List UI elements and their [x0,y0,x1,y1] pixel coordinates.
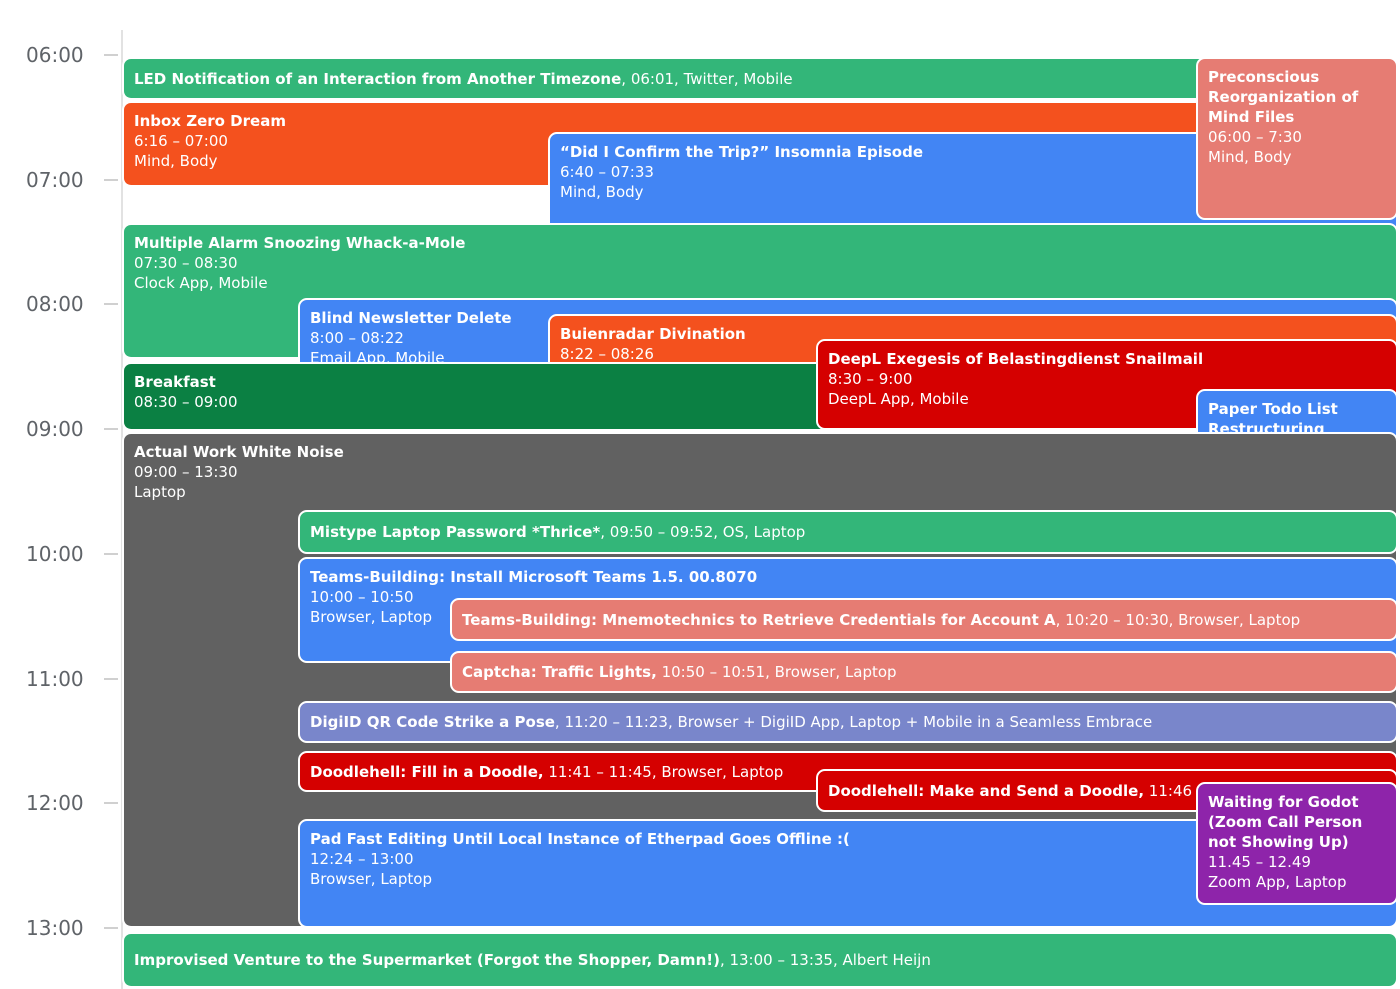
event-title: Inbox Zero Dream [134,112,286,130]
hour-label: 12:00 [26,791,84,816]
event-line: LED Notification of an Interaction from … [134,69,793,89]
event-title: Mistype Laptop Password *Thrice* [310,523,601,541]
event-title: “Did I Confirm the Trip?” Insomnia Episo… [560,143,924,161]
event-title: Multiple Alarm Snoozing Whack-a-Mole [134,234,466,252]
event-details: , 06:01, Twitter, Mobile [621,69,793,88]
event-tags: Clock App, Mobile [134,274,268,292]
hour-label: 13:00 [26,915,84,940]
event-title: Preconscious Reorganization of Mind File… [1208,68,1359,126]
hour-tick [104,428,118,431]
event-time: 12:24 – 13:00 [310,850,414,868]
event-line: Captcha: Traffic Lights, 10:50 – 10:51, … [462,662,897,682]
hour-tick [104,926,118,929]
event-line: Teams-Building: Mnemotechnics to Retriev… [462,610,1300,630]
hour-label: 06:00 [26,43,84,67]
event-title: Teams-Building: Mnemotechnics to Retriev… [462,610,1056,629]
event-details: , 11:20 – 11:23, Browser + DigiID App, L… [554,713,1153,731]
event-tags: Zoom App, Laptop [1208,873,1347,891]
event-title: LED Notification of an Interaction from … [134,69,622,88]
event-title: Doodlehell: Make and Send a Doodle, [828,781,1145,800]
event-tags: Browser, Laptop [310,608,432,626]
event-title: Captcha: Traffic Lights, [462,663,657,681]
event-line: Doodlehell: Fill in a Doodle, 11:41 – 11… [310,762,783,782]
hour-tick [104,54,118,56]
event-tags: Mind, Body [134,152,218,170]
hour-label: 09:00 [26,417,84,442]
event-details: 11:41 – 11:45, Browser, Laptop [543,762,784,781]
event-block: Teams-Building: Mnemotechnics to Retriev… [450,598,1398,641]
event-block: Captcha: Traffic Lights, 10:50 – 10:51, … [450,651,1398,693]
hour-label: 11:00 [26,666,84,691]
event-block: Preconscious Reorganization of Mind File… [1196,57,1398,220]
event-time: 07:30 – 08:30 [134,254,238,272]
event-tags: Laptop [134,483,186,501]
event-details: , 13:00 – 13:35, Albert Heijn [719,951,931,969]
event-title: Teams-Building: Install Microsoft Teams … [310,568,758,586]
event-title: Pad Fast Editing Until Local Instance of… [310,830,850,848]
event-time: 11.45 – 12.49 [1208,853,1311,871]
hour-tick [104,802,118,805]
event-block: Improvised Venture to the Supermarket (F… [122,932,1398,988]
hour-tick [104,552,118,555]
event-tags: Mind, Body [560,183,644,201]
hour-label: 10:00 [26,541,84,566]
event-title: Actual Work White Noise [134,443,344,461]
event-time: 8:00 – 08:22 [310,329,404,347]
hour-label: 07:00 [26,167,84,192]
event-title: Buienradar Divination [560,325,746,343]
event-title: Improvised Venture to the Supermarket (F… [134,951,720,969]
event-title: Doodlehell: Fill in a Doodle, [310,762,544,781]
event-line: Mistype Laptop Password *Thrice*, 09:50 … [310,522,805,542]
hour-label: 08:00 [26,292,84,317]
event-title: Blind Newsletter Delete [310,309,512,327]
event-block: Waiting for Godot (Zoom Call Person not … [1196,782,1398,905]
event-line: Improvised Venture to the Supermarket (F… [134,950,931,970]
event-time: 6:40 – 07:33 [560,163,654,181]
event-time: 10:00 – 10:50 [310,588,414,606]
event-block: DigiID QR Code Strike a Pose, 11:20 – 11… [298,701,1398,743]
event-details: , 09:50 – 09:52, OS, Laptop [600,523,806,541]
event-block: LED Notification of an Interaction from … [122,57,1398,100]
event-title: Waiting for Godot (Zoom Call Person not … [1208,793,1363,851]
event-details: 10:50 – 10:51, Browser, Laptop [656,663,897,681]
event-time: 09:00 – 13:30 [134,463,238,481]
event-tags: Mind, Body [1208,148,1292,166]
event-block: Mistype Laptop Password *Thrice*, 09:50 … [298,510,1398,554]
event-line: Doodlehell: Make and Send a Doodle, 11:4… [828,781,1252,801]
event-line: DigiID QR Code Strike a Pose, 11:20 – 11… [310,712,1152,732]
hour-tick [104,677,118,680]
event-time: 8:30 – 9:00 [828,370,913,388]
event-tags: Browser, Laptop [310,870,432,888]
event-title: DigiID QR Code Strike a Pose [310,713,555,731]
event-time: 6:16 – 07:00 [134,132,228,150]
event-title: DeepL Exegesis of Belastingdienst Snailm… [828,350,1204,368]
event-time: 06:00 – 7:30 [1208,128,1302,146]
event-details: , 10:20 – 10:30, Browser, Laptop [1055,610,1301,629]
event-time: 8:22 – 08:26 [560,345,654,363]
hour-tick [104,303,118,306]
event-time: 08:30 – 09:00 [134,393,238,411]
hour-tick [104,178,118,181]
event-tags: DeepL App, Mobile [828,390,969,408]
event-title: Breakfast [134,373,216,391]
